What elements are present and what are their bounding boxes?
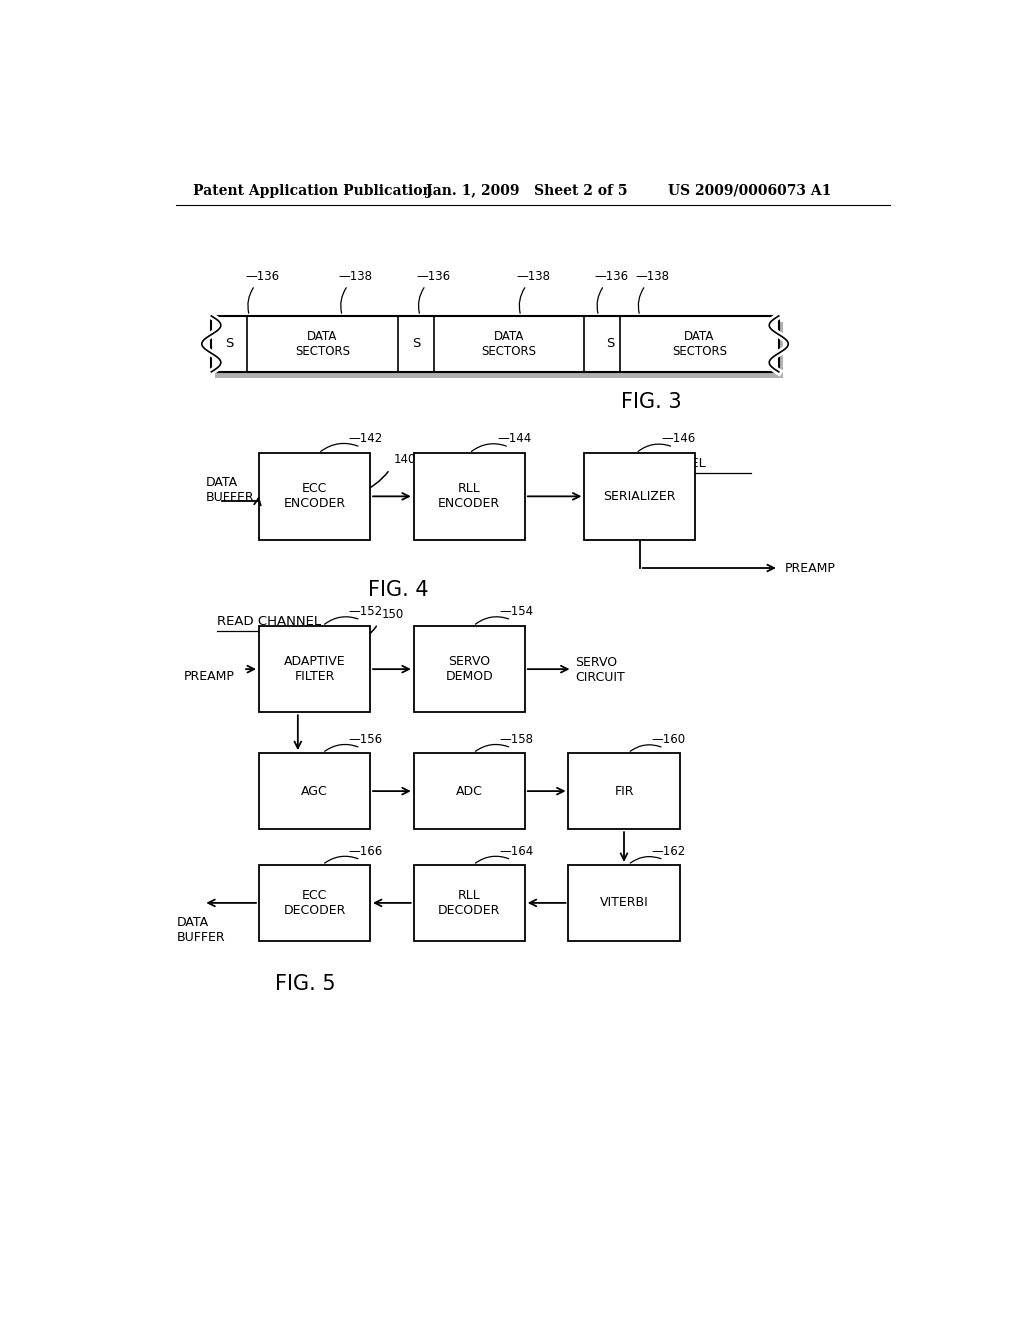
Text: PREAMP: PREAMP (785, 561, 836, 574)
Text: RLL
DECODER: RLL DECODER (438, 888, 501, 917)
Text: 150: 150 (382, 609, 404, 620)
Text: FIG. 5: FIG. 5 (274, 974, 336, 994)
Text: DATA
SECTORS: DATA SECTORS (295, 330, 350, 358)
Text: S: S (412, 338, 420, 350)
Text: SERVO
CIRCUIT: SERVO CIRCUIT (574, 656, 625, 685)
Bar (211, 315, 778, 372)
Text: —166: —166 (348, 845, 383, 858)
Text: ECC
ENCODER: ECC ENCODER (284, 482, 345, 511)
Text: S: S (606, 338, 614, 350)
Bar (414, 865, 524, 941)
Text: ECC
DECODER: ECC DECODER (284, 888, 346, 917)
Text: —136: —136 (246, 271, 280, 284)
Text: —158: —158 (500, 733, 534, 746)
Text: —156: —156 (348, 733, 383, 746)
Text: —138: —138 (338, 271, 373, 284)
Text: —144: —144 (497, 432, 531, 445)
Text: —136: —136 (595, 271, 629, 284)
Text: RLL
ENCODER: RLL ENCODER (438, 482, 501, 511)
Text: US 2009/0006073 A1: US 2009/0006073 A1 (668, 183, 831, 198)
Text: —138: —138 (517, 271, 551, 284)
Text: —142: —142 (348, 432, 383, 445)
Text: —146: —146 (662, 432, 695, 445)
Text: —160: —160 (652, 733, 686, 746)
Text: —136: —136 (416, 271, 451, 284)
Text: —152: —152 (348, 605, 383, 618)
Text: 140: 140 (394, 453, 416, 466)
Bar (259, 626, 370, 713)
Text: Jan. 1, 2009   Sheet 2 of 5: Jan. 1, 2009 Sheet 2 of 5 (426, 183, 627, 198)
Text: ADAPTIVE
FILTER: ADAPTIVE FILTER (284, 655, 345, 684)
Text: VITERBI: VITERBI (600, 896, 648, 909)
Text: DATA
SECTORS: DATA SECTORS (672, 330, 727, 358)
Text: SERVO
DEMOD: SERVO DEMOD (445, 655, 494, 684)
Text: READ CHANNEL: READ CHANNEL (217, 615, 321, 628)
Text: DATA
BUFFER: DATA BUFFER (206, 475, 254, 503)
Text: AGC: AGC (301, 784, 328, 797)
Text: FIR: FIR (614, 784, 634, 797)
Bar (259, 752, 370, 829)
Bar (585, 453, 695, 540)
Bar (215, 322, 782, 378)
Text: —154: —154 (500, 605, 534, 618)
Text: SERIALIZER: SERIALIZER (603, 490, 676, 503)
Text: Patent Application Publication: Patent Application Publication (194, 183, 433, 198)
Bar (259, 865, 370, 941)
Text: ADC: ADC (456, 784, 482, 797)
Text: DATA
SECTORS: DATA SECTORS (481, 330, 537, 358)
Bar (414, 752, 524, 829)
Bar (414, 626, 524, 713)
Text: —138: —138 (636, 271, 670, 284)
Bar (568, 865, 680, 941)
Text: FIG. 3: FIG. 3 (622, 392, 682, 412)
Bar (414, 453, 524, 540)
Text: FIG. 4: FIG. 4 (368, 581, 428, 601)
Text: DATA
BUFFER: DATA BUFFER (177, 916, 226, 944)
Bar (568, 752, 680, 829)
Text: WRITE CHANNEL: WRITE CHANNEL (596, 458, 707, 470)
Text: PREAMP: PREAMP (183, 671, 234, 684)
Text: —164: —164 (500, 845, 534, 858)
Text: —162: —162 (652, 845, 686, 858)
Text: S: S (225, 338, 233, 350)
Bar (259, 453, 370, 540)
